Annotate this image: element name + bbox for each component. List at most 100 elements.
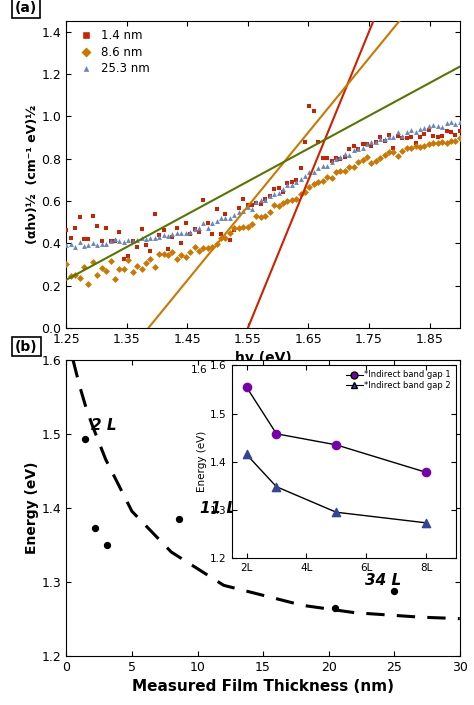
8.6 nm [164, 250, 172, 261]
Point [175, 513, 183, 525]
8.6 nm [129, 266, 137, 277]
25.3 nm [177, 227, 185, 238]
25.3 nm [297, 173, 304, 185]
25.3 nm [447, 116, 455, 128]
25.3 nm [434, 121, 441, 132]
1.4 nm [337, 153, 344, 164]
25.3 nm [129, 235, 137, 247]
1.4 nm [213, 204, 220, 215]
8.6 nm [456, 133, 464, 144]
1.4 nm [164, 243, 172, 255]
8.6 nm [452, 135, 459, 147]
8.6 nm [266, 206, 273, 217]
25.3 nm [169, 229, 176, 240]
8.6 nm [385, 147, 393, 158]
8.6 nm [177, 249, 185, 260]
1.4 nm [306, 100, 313, 111]
Point [331, 602, 339, 613]
1.4 nm [447, 127, 455, 138]
8.6 nm [332, 166, 340, 178]
1.4 nm [146, 245, 154, 256]
1.4 nm [76, 211, 83, 222]
8.6 nm [142, 257, 150, 269]
8.6 nm [283, 195, 291, 207]
1.4 nm [292, 175, 300, 186]
1.4 nm [355, 143, 362, 154]
8.6 nm [230, 223, 238, 234]
8.6 nm [217, 233, 225, 244]
1.4 nm [120, 253, 128, 264]
8.6 nm [89, 256, 97, 267]
25.3 nm [341, 148, 349, 159]
25.3 nm [226, 212, 234, 223]
8.6 nm [367, 157, 375, 168]
8.6 nm [155, 248, 163, 259]
25.3 nm [456, 116, 464, 128]
1.4 nm [80, 233, 88, 245]
25.3 nm [67, 239, 74, 250]
25.3 nm [164, 231, 172, 242]
8.6 nm [182, 252, 190, 263]
1.4 nm [85, 233, 92, 245]
8.6 nm [279, 197, 287, 209]
8.6 nm [275, 201, 283, 212]
8.6 nm [102, 265, 110, 276]
1.4 nm [125, 250, 132, 262]
25.3 nm [235, 207, 243, 218]
8.6 nm [262, 210, 269, 221]
8.6 nm [416, 141, 424, 152]
8.6 nm [63, 259, 70, 270]
1.4 nm [173, 222, 181, 233]
1.4 nm [429, 130, 437, 142]
1.4 nm [270, 183, 278, 195]
1.4 nm [93, 220, 101, 231]
Text: (b): (b) [15, 340, 38, 354]
25.3 nm [394, 126, 401, 137]
25.3 nm [63, 239, 70, 250]
25.3 nm [407, 124, 415, 135]
1.4 nm [222, 208, 229, 219]
25.3 nm [350, 145, 357, 156]
25.3 nm [173, 228, 181, 239]
8.6 nm [328, 173, 336, 184]
25.3 nm [416, 123, 424, 135]
8.6 nm [323, 171, 331, 183]
1.4 nm [177, 238, 185, 249]
8.6 nm [381, 149, 388, 161]
1.4 nm [244, 199, 251, 210]
1.4 nm [67, 232, 74, 243]
1.4 nm [142, 239, 150, 250]
1.4 nm [111, 235, 119, 247]
25.3 nm [204, 222, 211, 233]
8.6 nm [434, 137, 441, 149]
25.3 nm [323, 160, 331, 171]
8.6 nm [390, 147, 397, 158]
8.6 nm [239, 222, 247, 233]
25.3 nm [222, 212, 229, 223]
8.6 nm [133, 260, 141, 271]
8.6 nm [116, 264, 123, 275]
1.4 nm [89, 210, 97, 221]
25.3 nm [120, 237, 128, 248]
1.4 nm [72, 222, 79, 233]
1.4 nm [367, 141, 375, 152]
1.4 nm [283, 177, 291, 188]
25.3 nm [107, 235, 114, 247]
1.4 nm [129, 235, 137, 247]
8.6 nm [315, 176, 322, 188]
1.4 nm [191, 224, 198, 235]
1.4 nm [390, 142, 397, 154]
8.6 nm [270, 200, 278, 211]
1.4 nm [257, 199, 264, 210]
1.4 nm [399, 132, 406, 143]
25.3 nm [182, 227, 190, 238]
8.6 nm [222, 233, 229, 244]
25.3 nm [253, 196, 260, 207]
8.6 nm [257, 212, 264, 223]
25.3 nm [288, 179, 296, 190]
1.4 nm [323, 152, 331, 164]
1.4 nm [138, 223, 146, 235]
1.4 nm [248, 200, 256, 211]
8.6 nm [372, 156, 380, 167]
1.4 nm [63, 224, 70, 235]
